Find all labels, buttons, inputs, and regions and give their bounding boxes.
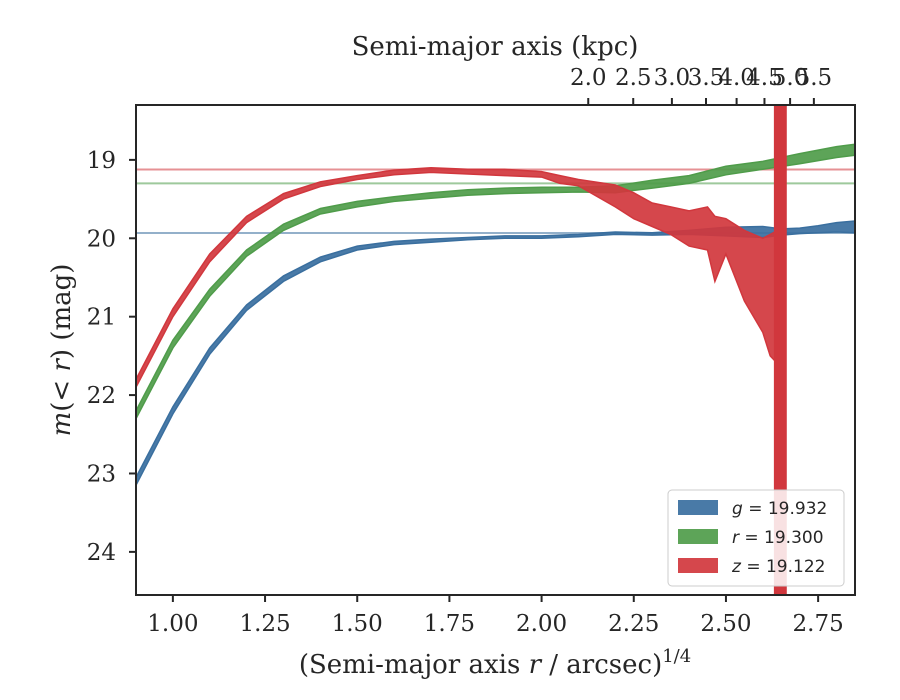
top-x-axis-title: Semi-major axis (kpc) (352, 32, 639, 62)
y-tick-label: 21 (87, 305, 116, 331)
y-tick-label: 22 (87, 383, 116, 409)
y-axis-title: m(< r) (mag) (47, 264, 77, 437)
legend-swatch-z (678, 558, 718, 573)
plot-frame (135, 104, 856, 596)
series-band-z (136, 166, 786, 388)
top-x-tick-label: 3.5 (688, 65, 725, 91)
x-tick-label: 1.75 (424, 611, 475, 637)
top-x-axis: 2.0 2.5 3.03.54.04.55.05.5 (570, 65, 832, 105)
legend: g = 19.932 r = 19.300 z = 19.122 (667, 489, 845, 587)
series-band-g (136, 220, 855, 486)
x-tick-label: 1.00 (147, 611, 198, 637)
legend-label-r: r = 19.300 (732, 528, 824, 548)
top-x-tick-label: 2.0 (570, 65, 607, 91)
top-x-tick-label: 4.0 (718, 65, 755, 91)
y-tick-label: 23 (87, 461, 116, 487)
x-tick-label: 1.25 (239, 611, 290, 637)
x-tick-label: 2.00 (516, 611, 567, 637)
y-axis: 19 20 21 22 23 24 (87, 148, 136, 566)
x-axis-title: (Semi-major axis r / arcsec)1/4 (299, 646, 691, 680)
top-x-tick-label: 3.0 (654, 65, 691, 91)
legend-swatch-r (678, 529, 718, 544)
x-tick-label: 2.25 (608, 611, 659, 637)
legend-swatch-g (678, 500, 718, 515)
x-tick-label: 1.50 (332, 611, 383, 637)
legend-label-g: g = 19.932 (732, 499, 827, 519)
plot-area (136, 105, 855, 595)
y-tick-label: 19 (87, 148, 116, 174)
legend-label-z: z = 19.122 (731, 557, 825, 577)
x-tick-label: 2.75 (793, 611, 844, 637)
bottom-x-axis: 1.00 1.25 1.50 1.75 2.00 2.25 2.50 2.75 (147, 595, 844, 637)
top-x-tick-label: 5.5 (796, 65, 833, 91)
top-x-tick-label: 2.5 (615, 65, 652, 91)
y-tick-label: 24 (87, 540, 116, 566)
x-tick-label: 2.50 (700, 611, 751, 637)
top-x-tick-label: 4.5 (746, 65, 783, 91)
y-tick-label: 20 (87, 226, 116, 252)
series-spike-z (773, 105, 787, 595)
series-band-r (136, 143, 855, 419)
top-x-tick-label: 5.0 (772, 65, 809, 91)
